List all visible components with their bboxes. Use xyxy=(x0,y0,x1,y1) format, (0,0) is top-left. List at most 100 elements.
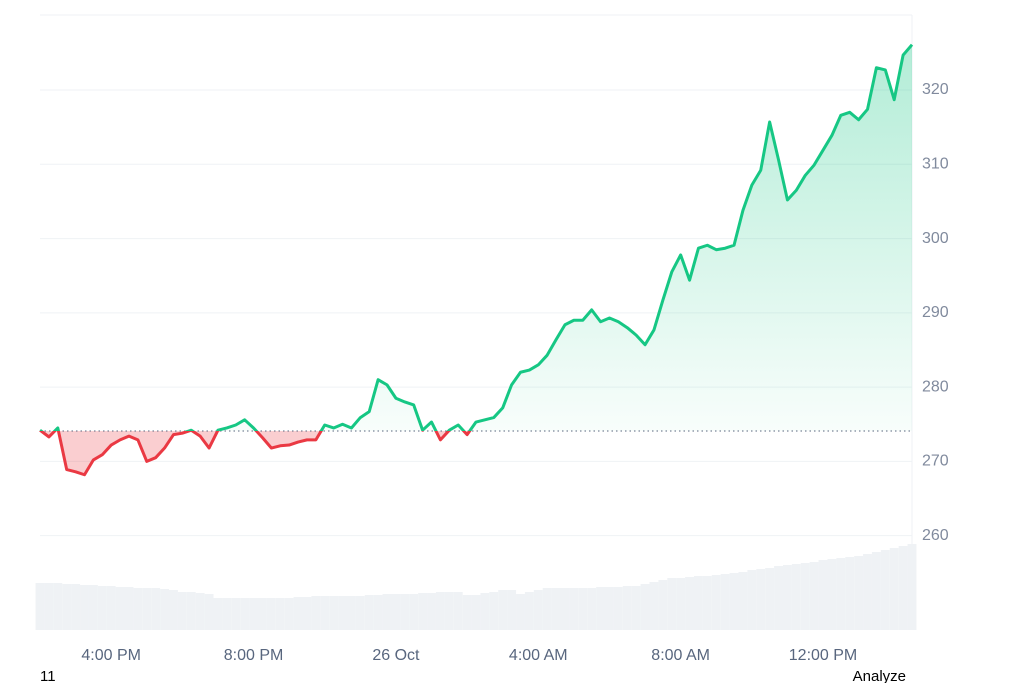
volume-bar xyxy=(462,595,472,630)
volume-bar xyxy=(685,577,694,630)
volume-bar xyxy=(53,583,63,630)
y-tick-label: 300 xyxy=(922,230,949,247)
volume-bar xyxy=(667,578,677,630)
volume-bar xyxy=(275,598,285,630)
x-tick-label: 4:00 PM xyxy=(81,647,141,664)
y-tick-label: 260 xyxy=(922,527,949,544)
volume-bar xyxy=(435,592,445,630)
volume-bar xyxy=(427,593,436,630)
volume-bar xyxy=(106,586,116,630)
volume-bar xyxy=(747,570,757,630)
volume-bar xyxy=(516,594,525,630)
volume-bar xyxy=(391,594,401,630)
volume-bar xyxy=(596,587,606,630)
volume-bar xyxy=(569,588,579,630)
volume-bar xyxy=(605,587,614,630)
volume-bar xyxy=(195,593,205,630)
volume-bar xyxy=(409,594,419,630)
volume-bar xyxy=(44,583,54,630)
volume-bar xyxy=(827,559,837,630)
volume-bar xyxy=(818,560,828,630)
volume-bar xyxy=(169,590,178,630)
volume-bar xyxy=(231,598,241,630)
volume-bar xyxy=(720,574,730,630)
volume-bar xyxy=(266,598,276,630)
volume-bar xyxy=(177,592,187,630)
volume-bar xyxy=(97,586,107,630)
volume-bar xyxy=(133,588,143,630)
volume-bar xyxy=(338,596,347,630)
volume-bar xyxy=(204,594,214,630)
volume-bar xyxy=(524,592,534,630)
volume-bar xyxy=(160,589,170,630)
volume-bar xyxy=(249,598,258,630)
volume-bar xyxy=(631,586,641,630)
analyze-button[interactable]: Analyze xyxy=(853,668,906,685)
volume-bar xyxy=(694,576,703,630)
volume-bar xyxy=(711,575,721,630)
volume-bar xyxy=(622,586,632,630)
volume-bar xyxy=(320,596,330,630)
volume-bar xyxy=(578,588,588,630)
volume-bar xyxy=(35,583,45,630)
volume-bar xyxy=(907,544,917,630)
volume-bar xyxy=(898,546,908,630)
y-tick-label: 290 xyxy=(922,304,949,321)
volume-bar xyxy=(533,590,543,630)
volume-bar xyxy=(587,588,597,630)
volume-bar xyxy=(364,595,374,630)
x-tick-label: 8:00 AM xyxy=(651,647,710,664)
volume-bar xyxy=(658,580,668,630)
volume-bar xyxy=(498,590,508,630)
price-line xyxy=(39,43,914,477)
volume-bar xyxy=(453,592,463,630)
volume-bar xyxy=(444,592,454,630)
volume-bar xyxy=(800,563,810,630)
volume-bar xyxy=(418,593,428,630)
volume-bar xyxy=(489,592,499,630)
volume-bar xyxy=(222,598,232,630)
volume-bar xyxy=(738,572,748,630)
left-text: 11 xyxy=(40,668,56,683)
volume-bar xyxy=(845,557,855,630)
volume-bar xyxy=(791,564,801,630)
volume-bar xyxy=(80,585,89,630)
volume-bar xyxy=(373,595,383,630)
x-tick-label: 12:00 PM xyxy=(789,647,857,664)
volume-bar xyxy=(240,598,250,630)
volume-bar xyxy=(302,597,312,630)
volume-bar xyxy=(613,587,623,630)
volume-bar xyxy=(71,584,81,630)
volume-bar xyxy=(480,593,490,630)
volume-bar xyxy=(765,568,775,630)
volume-bar xyxy=(542,588,552,630)
volume-bar xyxy=(400,594,410,630)
volume-bar xyxy=(115,587,125,630)
volume-bar xyxy=(854,556,864,630)
volume-bar xyxy=(88,585,98,630)
volume-bar xyxy=(836,558,846,630)
volume-bar xyxy=(382,594,392,630)
volume-bar xyxy=(507,590,517,630)
price-area xyxy=(40,44,912,475)
volume-bar xyxy=(880,550,890,630)
volume-bar xyxy=(702,576,712,630)
volume-bar xyxy=(213,598,223,630)
volume-bar xyxy=(124,587,134,630)
volume-bar xyxy=(311,596,321,630)
volume-bar xyxy=(329,596,339,630)
y-tick-label: 320 xyxy=(922,81,949,98)
volume-bar xyxy=(471,595,481,630)
volume-bar xyxy=(782,565,792,630)
x-tick-label: 8:00 PM xyxy=(224,647,284,664)
x-tick-label: 26 Oct xyxy=(372,647,420,664)
volume-bar xyxy=(889,548,899,630)
volume-bar xyxy=(186,592,196,630)
volume-bar xyxy=(142,588,152,630)
volume-bar xyxy=(284,598,294,630)
volume-bar xyxy=(774,566,783,630)
y-tick-label: 270 xyxy=(922,453,949,470)
volume-bar xyxy=(355,596,365,630)
volume-bar xyxy=(62,584,72,630)
